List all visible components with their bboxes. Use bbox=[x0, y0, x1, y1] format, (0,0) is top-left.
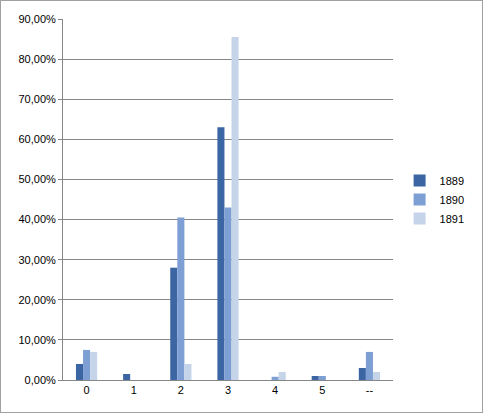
svg-text:4: 4 bbox=[272, 384, 278, 396]
svg-text:--: -- bbox=[366, 384, 374, 396]
svg-text:70,00%: 70,00% bbox=[18, 93, 56, 105]
svg-text:10,00%: 10,00% bbox=[18, 334, 56, 346]
svg-text:40,00%: 40,00% bbox=[18, 213, 56, 225]
svg-text:50,00%: 50,00% bbox=[18, 173, 56, 185]
svg-text:60,00%: 60,00% bbox=[18, 133, 56, 145]
svg-text:1891: 1891 bbox=[440, 213, 464, 225]
svg-text:1889: 1889 bbox=[440, 175, 464, 187]
svg-text:1890: 1890 bbox=[440, 194, 464, 206]
svg-text:2: 2 bbox=[178, 384, 184, 396]
svg-text:30,00%: 30,00% bbox=[18, 254, 56, 266]
svg-text:1: 1 bbox=[131, 384, 137, 396]
svg-text:3: 3 bbox=[225, 384, 231, 396]
svg-text:90,00%: 90,00% bbox=[18, 13, 56, 25]
svg-text:0,00%: 0,00% bbox=[25, 374, 56, 386]
svg-text:5: 5 bbox=[319, 384, 325, 396]
svg-text:20,00%: 20,00% bbox=[18, 294, 56, 306]
svg-text:0: 0 bbox=[84, 384, 90, 396]
svg-text:80,00%: 80,00% bbox=[18, 53, 56, 65]
